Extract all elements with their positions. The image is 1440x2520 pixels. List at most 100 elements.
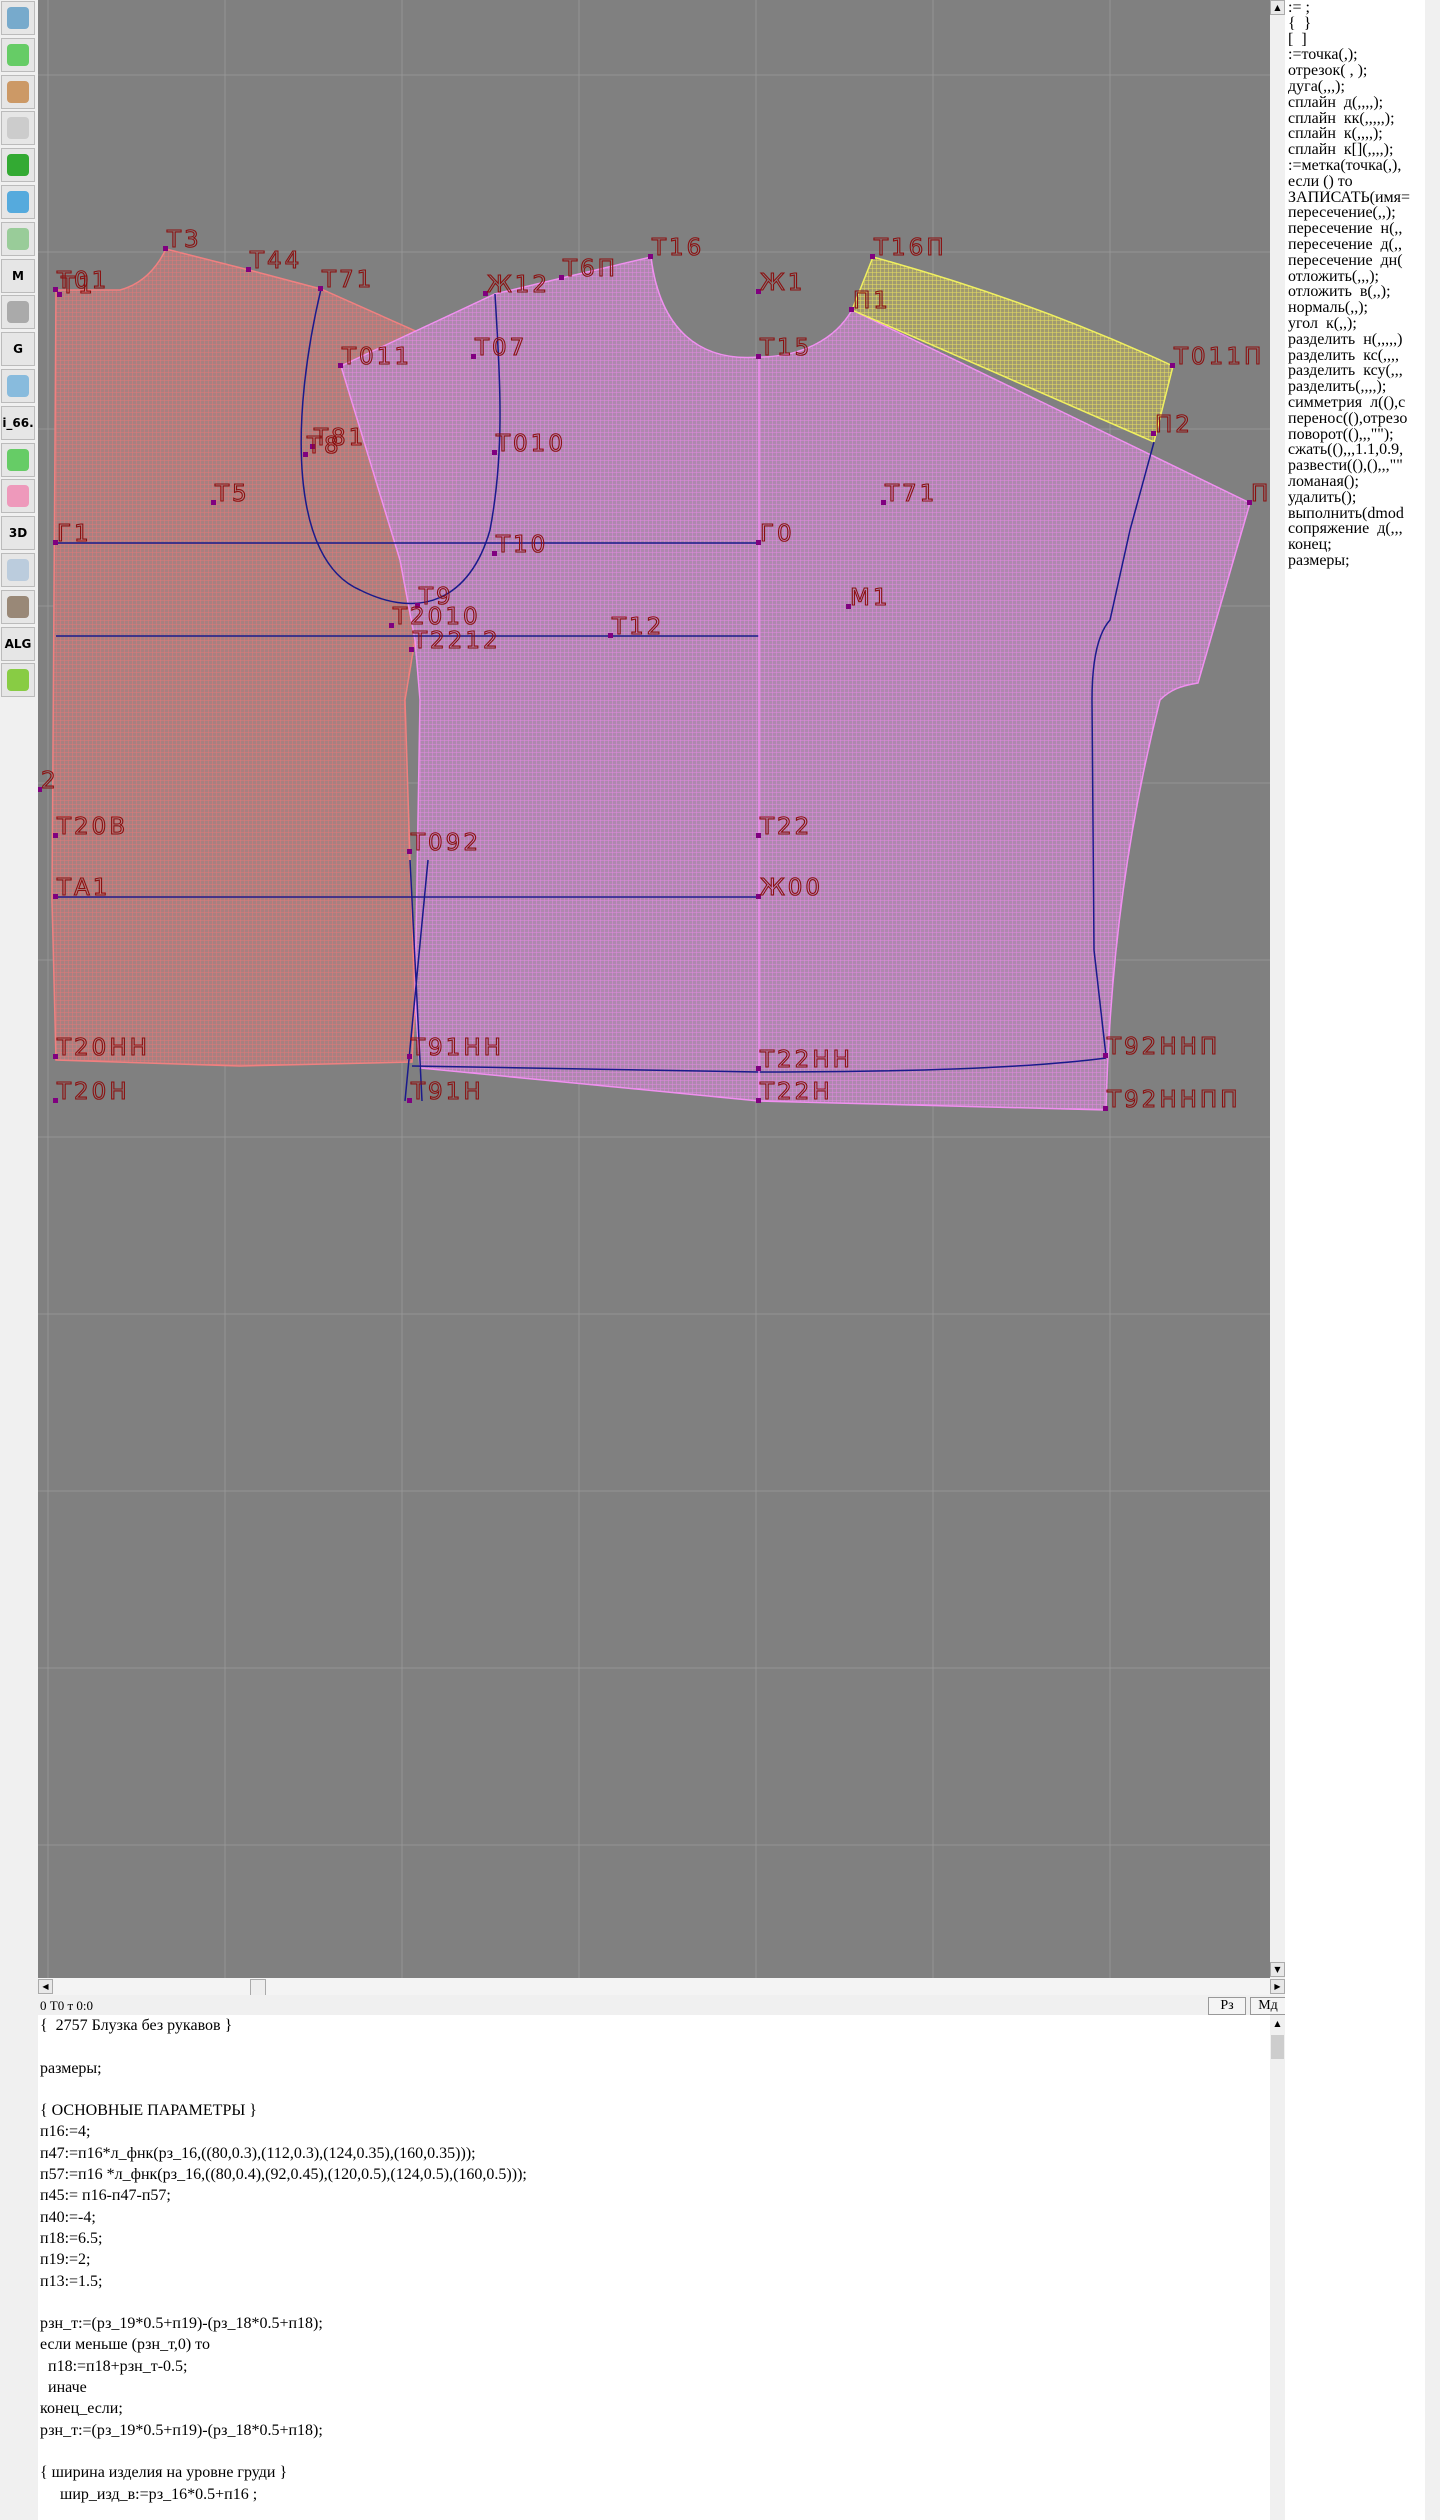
snippet-item[interactable]: { }: [1288, 14, 1312, 32]
algorithm-icon[interactable]: ALG: [1, 626, 35, 661]
grading-icon[interactable]: G: [1, 332, 35, 367]
snippet-item[interactable]: размеры;: [1288, 551, 1350, 569]
list-icon[interactable]: [1, 553, 35, 587]
snippet-item[interactable]: удалить();: [1288, 488, 1357, 506]
table-icon[interactable]: [1, 442, 35, 477]
snippet-item[interactable]: пересечение н(,,: [1288, 220, 1403, 238]
zoom-out-icon[interactable]: [1, 37, 35, 72]
point-marker[interactable]: [648, 254, 653, 259]
point-marker[interactable]: [53, 833, 58, 838]
layout-icon[interactable]: [1, 185, 35, 219]
code-line[interactable]: { 2757 Блузка без рукавов }: [40, 2017, 233, 2034]
snippet-item[interactable]: перенос((),отрезо: [1288, 409, 1408, 427]
ruler-icon[interactable]: [1, 369, 35, 403]
code-line[interactable]: п19:=2;: [40, 2251, 91, 2269]
exit-arrow-icon[interactable]: [1, 663, 35, 698]
point-marker[interactable]: [310, 444, 315, 449]
pattern-pieces-icon[interactable]: [1, 74, 35, 109]
segment-icon[interactable]: [1, 148, 35, 183]
point-marker[interactable]: [756, 894, 761, 899]
snippet-item[interactable]: пересечение дн(: [1288, 251, 1403, 269]
point-marker[interactable]: [53, 287, 58, 292]
code-line[interactable]: п18:=п18+рзн_т-0.5;: [40, 2357, 188, 2375]
measurements-icon[interactable]: i_66.: [1, 405, 35, 440]
point-marker[interactable]: [407, 1098, 412, 1103]
drawing-canvas[interactable]: Т01 Т1 Т3 Т44 Т71 Т011 Т07 Т81 Т8 Т5 Г1 Т010 Т10 Т9 Т2…: [38, 0, 1270, 1978]
point-marker[interactable]: [415, 603, 420, 608]
snippet-item[interactable]: отложить в(,,);: [1288, 283, 1391, 301]
code-line[interactable]: п13:=1.5;: [40, 2272, 103, 2290]
snippet-item[interactable]: :=метка(точка(,),: [1288, 156, 1402, 174]
point-marker[interactable]: [756, 540, 761, 545]
code-line[interactable]: иначе: [40, 2379, 87, 2397]
point-marker[interactable]: [756, 1066, 761, 1071]
point-marker[interactable]: [338, 363, 343, 368]
scroll-right-arrow-icon[interactable]: ▶: [1270, 1979, 1285, 1994]
outline-icon[interactable]: [1, 221, 35, 256]
point-marker[interactable]: [756, 289, 761, 294]
code-line[interactable]: если меньше (рзн_т,0) то: [40, 2336, 210, 2354]
snippet-panel[interactable]: := ;{ }[ ]:=точка(,); отрезок( , ); дуга(,…: [1285, 0, 1425, 2520]
snippet-item[interactable]: пересечение(,,);: [1288, 204, 1396, 222]
horizontal-scroll-thumb[interactable]: [250, 1979, 266, 1996]
code-line[interactable]: п57:=п16 *л_фнк(рз_16,((80,0.4),(92,0.45…: [40, 2166, 527, 2184]
point-marker[interactable]: [53, 540, 58, 545]
point-marker[interactable]: [1103, 1053, 1108, 1058]
editor-scroll-thumb[interactable]: [1271, 2035, 1284, 2059]
grid-icon[interactable]: [1, 111, 35, 146]
point-marker[interactable]: [471, 354, 476, 359]
snippet-item[interactable]: сплайн кк(,,,,,);: [1288, 109, 1395, 127]
code-line[interactable]: шир_изд_в:=рз_16*0.5+п16 ;: [40, 2485, 258, 2503]
snippet-scroll-up-icon[interactable]: ▲: [1270, 0, 1285, 15]
code-line[interactable]: п16:=4;: [40, 2123, 91, 2141]
snippet-item[interactable]: ЗАПИСАТЬ(имя=: [1288, 188, 1411, 206]
point-marker[interactable]: [870, 254, 875, 259]
code-line[interactable]: [38, 2441, 1270, 2462]
3d-icon[interactable]: 3D: [1, 516, 35, 551]
snippet-item[interactable]: отрезок( , );: [1288, 62, 1368, 80]
snippet-item[interactable]: сжать((),,,1.1,0.9,: [1288, 441, 1404, 459]
point-marker[interactable]: [303, 452, 308, 457]
snippet-item[interactable]: отложить(,,,);: [1288, 267, 1379, 285]
snippet-item[interactable]: пересечение д(,,: [1288, 235, 1403, 253]
point-marker[interactable]: [53, 1098, 58, 1103]
point-marker[interactable]: [163, 246, 168, 251]
point-marker[interactable]: [492, 551, 497, 556]
books-icon[interactable]: [1, 589, 35, 624]
snippet-item[interactable]: сопряжение д(,,,: [1288, 520, 1403, 538]
point-marker[interactable]: [211, 500, 216, 505]
point-marker[interactable]: [1103, 1106, 1108, 1111]
code-line[interactable]: п18:=6.5;: [40, 2229, 103, 2247]
code-line[interactable]: размеры;: [40, 2059, 102, 2077]
point-marker[interactable]: [608, 633, 613, 638]
point-marker[interactable]: [407, 849, 412, 854]
point-marker[interactable]: [881, 500, 886, 505]
model-button[interactable]: Мд: [1250, 1997, 1286, 2015]
code-line[interactable]: п45:= п16-п47-п57;: [40, 2187, 171, 2205]
point-marker[interactable]: [389, 623, 394, 628]
code-line[interactable]: п47:=п16*л_фнк(рз_16,((80,0.3),(112,0.3)…: [40, 2144, 476, 2162]
code-editor[interactable]: { 2757 Блузка без рукавов } размеры; { ОСН…: [38, 2015, 1270, 2520]
code-line[interactable]: конец_если;: [40, 2400, 123, 2418]
snippet-item[interactable]: симметрия л((),с: [1288, 393, 1406, 411]
portrait-icon[interactable]: [1, 479, 35, 514]
snippet-item[interactable]: поворот((),,,"");: [1288, 425, 1394, 443]
snippet-item[interactable]: := ;: [1288, 0, 1310, 16]
snippet-item[interactable]: сплайн д(,,,,);: [1288, 93, 1384, 111]
snippet-item[interactable]: развести((),(),,,"": [1288, 457, 1403, 475]
snippet-item[interactable]: ломаная();: [1288, 472, 1359, 490]
point-marker[interactable]: [246, 267, 251, 272]
editor-scroll-up-icon[interactable]: ▲: [1270, 2017, 1285, 2032]
snippet-item[interactable]: разделить ксу(,,,: [1288, 362, 1403, 380]
canvas-horizontal-scrollbar[interactable]: ◀ ▶: [38, 1978, 1285, 1996]
point-marker[interactable]: [57, 292, 62, 297]
model-icon[interactable]: M: [1, 258, 35, 293]
snippet-item[interactable]: сплайн к[](,,,,);: [1288, 141, 1394, 159]
point-marker[interactable]: [318, 286, 323, 291]
code-line[interactable]: { ОСНОВНЫЕ ПАРАМЕТРЫ }: [40, 2102, 257, 2120]
snippet-panel-scrollbar[interactable]: [1425, 0, 1440, 2520]
snippet-item[interactable]: если () то: [1288, 172, 1353, 190]
point-marker[interactable]: [1170, 363, 1175, 368]
point-marker[interactable]: [1247, 500, 1252, 505]
